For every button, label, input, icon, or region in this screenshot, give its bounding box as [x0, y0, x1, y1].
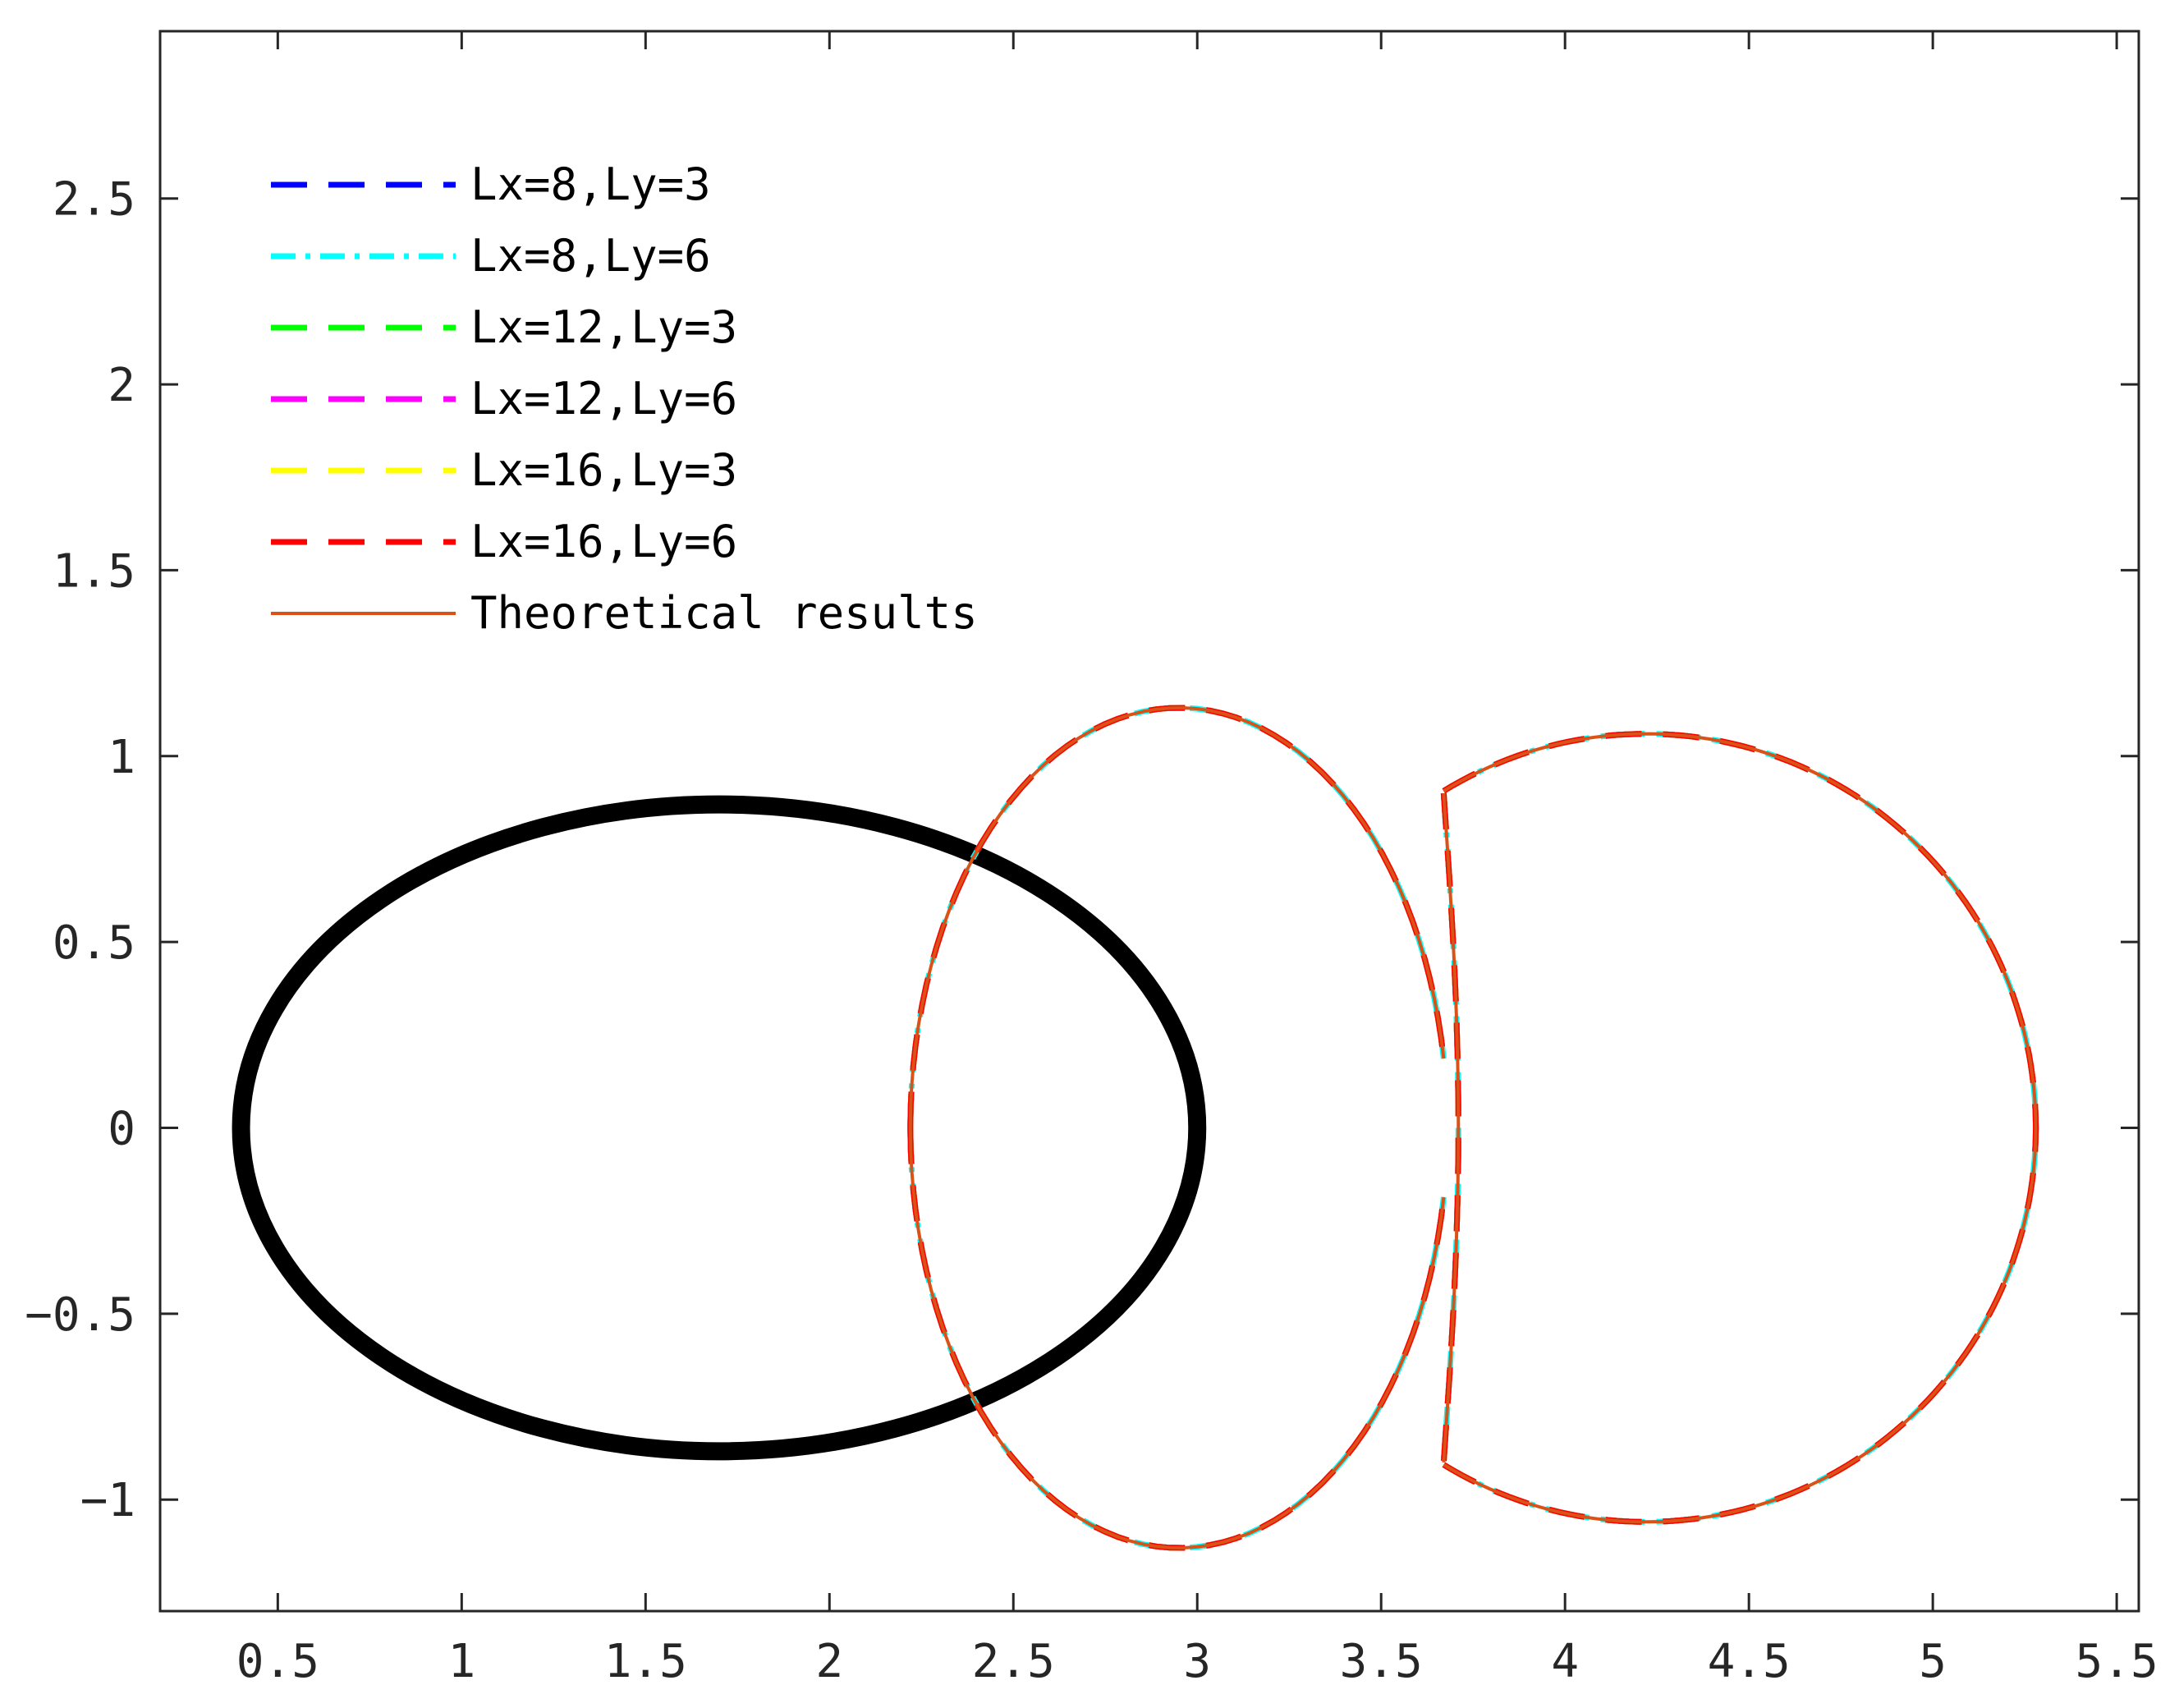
x-tick-label: 1 [447, 1635, 475, 1688]
y-tick-label: 1 [108, 731, 135, 784]
legend-label-2: Lx=12,Ly=3 [470, 301, 737, 353]
series-6-segment-3 [1443, 1127, 2038, 1524]
legend-label-3: Lx=12,Ly=6 [470, 373, 737, 425]
x-tick-label: 2.5 [972, 1635, 1055, 1688]
y-tick-label: 2.5 [53, 173, 135, 227]
x-tick-label: 3.5 [1340, 1635, 1423, 1688]
series-6-segment-2 [908, 1127, 1446, 1550]
x-tick-label: 5 [1919, 1635, 1947, 1688]
y-tick-label: 0.5 [53, 916, 135, 970]
y-tick-label: 1.5 [53, 544, 135, 598]
x-tick-label: 3 [1183, 1635, 1211, 1688]
legend-label-6: Theoretical results [470, 587, 978, 639]
x-tick-label: 4.5 [1708, 1635, 1791, 1688]
series-6-segment-4 [1442, 792, 1461, 1463]
x-tick-label: 5.5 [2076, 1635, 2158, 1688]
series-6-segment-1 [1443, 732, 2038, 1128]
x-tick-label: 2 [815, 1635, 843, 1688]
y-tick-label: −1 [80, 1474, 135, 1527]
series-6 [908, 706, 2038, 1550]
y-tick-label: 2 [108, 359, 135, 412]
y-tick-label: 0 [108, 1102, 135, 1155]
legend-label-0: Lx=8,Ly=3 [470, 158, 711, 210]
x-tick-label: 0.5 [236, 1635, 319, 1688]
series-6-segment-0 [908, 706, 1446, 1128]
legend-label-1: Lx=8,Ly=6 [470, 230, 711, 282]
obstacle-ellipse [232, 795, 1207, 1461]
axes-layer: 0.5 1 1.5 2 2.5 3 3.5 4 4.5 5 5.5 −1 −0.5 0 0.5 1 1.5 2 2.… [25, 30, 2158, 1688]
x-tick-label: 4 [1551, 1635, 1579, 1688]
y-tick-label: −0.5 [25, 1288, 135, 1342]
legend-label-4: Lx=16,Ly=3 [470, 444, 737, 496]
curves-layer [232, 705, 2039, 1551]
legend-label-5: Lx=16,Ly=6 [470, 516, 737, 567]
x-tick-label: 1.5 [604, 1635, 687, 1688]
axes-box [158, 30, 2140, 1613]
legend: Lx=8,Ly=3 Lx=8,Ly=6 Lx=12,Ly=3 Lx=12,Ly=6 Lx… [271, 158, 978, 639]
